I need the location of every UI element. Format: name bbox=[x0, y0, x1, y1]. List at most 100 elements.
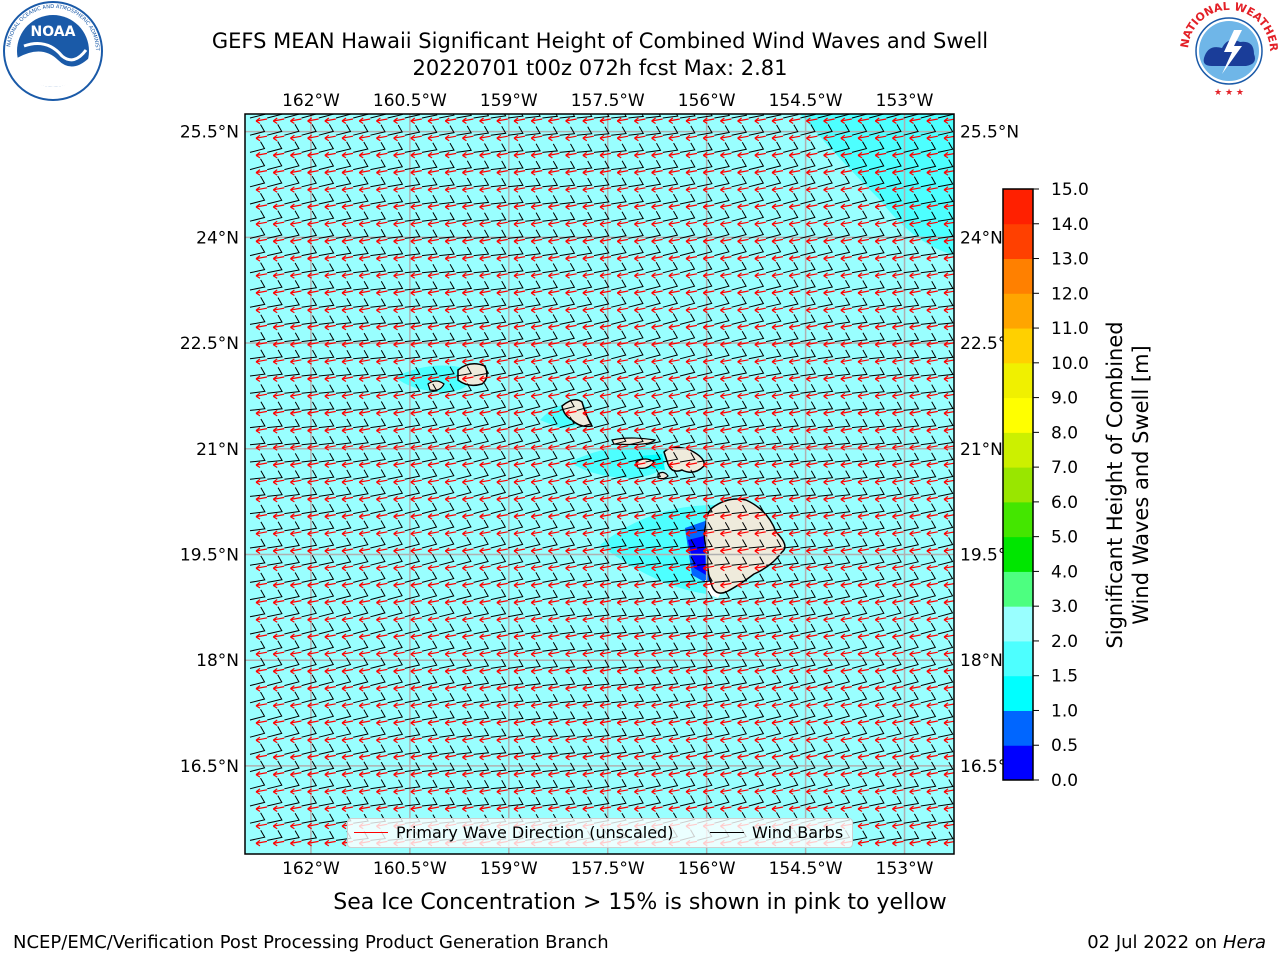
wave-direction-arrow bbox=[444, 547, 457, 555]
wave-direction-arrow bbox=[444, 530, 457, 537]
wave-direction-arrow bbox=[909, 409, 921, 417]
wave-direction-arrow bbox=[496, 169, 508, 176]
wave-direction-arrow bbox=[272, 564, 285, 572]
wave-direction-arrow bbox=[943, 495, 954, 503]
wave-direction-arrow bbox=[685, 667, 698, 675]
wave-direction-arrow bbox=[616, 134, 629, 142]
wave-direction-arrow bbox=[307, 289, 319, 297]
wave-direction-arrow bbox=[341, 427, 354, 434]
wave-direction-arrow bbox=[892, 564, 904, 572]
wave-direction-arrow bbox=[462, 805, 474, 813]
wave-direction-arrow bbox=[496, 306, 508, 314]
wave-direction-arrow bbox=[548, 375, 560, 383]
wave-direction-arrow bbox=[358, 237, 371, 245]
wave-direction-arrow bbox=[462, 788, 474, 795]
wave-direction-layer bbox=[255, 117, 954, 847]
wave-direction-arrow bbox=[754, 186, 766, 193]
wave-direction-arrow bbox=[616, 151, 629, 159]
wave-direction-arrow bbox=[926, 702, 938, 709]
wave-direction-arrow bbox=[926, 392, 938, 400]
wave-direction-arrow bbox=[685, 169, 698, 176]
wave-direction-arrow bbox=[634, 650, 646, 658]
wave-direction-arrow bbox=[582, 169, 594, 176]
wave-direction-arrow bbox=[255, 788, 268, 795]
wave-direction-arrow bbox=[754, 461, 766, 469]
wave-direction-arrow bbox=[668, 444, 680, 451]
wave-direction-arrow bbox=[754, 341, 766, 348]
wave-direction-arrow bbox=[857, 151, 870, 159]
wave-direction-arrow bbox=[599, 151, 612, 159]
wave-direction-arrow bbox=[530, 650, 543, 658]
wave-direction-arrow bbox=[909, 616, 921, 623]
wave-direction-arrow bbox=[754, 427, 766, 434]
wave-direction-arrow bbox=[926, 272, 938, 279]
wave-direction-arrow bbox=[771, 616, 784, 623]
wave-direction-arrow bbox=[754, 495, 766, 503]
wave-direction-arrow bbox=[823, 667, 835, 675]
wave-direction-arrow bbox=[324, 564, 336, 572]
wave-direction-arrow bbox=[358, 513, 371, 520]
wave-direction-arrow bbox=[668, 409, 680, 417]
wave-direction-arrow bbox=[427, 186, 440, 193]
wave-direction-arrow bbox=[358, 272, 371, 279]
colorbar-segment bbox=[1003, 258, 1033, 294]
wave-direction-arrow bbox=[272, 461, 285, 469]
lon-tick-top: 157.5°W bbox=[571, 91, 645, 111]
wave-direction-arrow bbox=[341, 134, 354, 142]
lat-tick-right: 24°N bbox=[960, 228, 1003, 248]
wave-direction-arrow bbox=[376, 667, 388, 675]
wave-direction-arrow bbox=[358, 358, 371, 365]
wave-direction-arrow bbox=[616, 237, 629, 245]
wave-direction-arrow bbox=[427, 117, 440, 125]
wave-direction-arrow bbox=[771, 375, 784, 383]
wave-direction-arrow bbox=[565, 736, 577, 744]
wave-direction-arrow bbox=[634, 289, 646, 297]
colorbar-segment bbox=[1003, 710, 1033, 746]
wave-direction-arrow bbox=[720, 306, 732, 314]
wave-direction-arrow bbox=[806, 564, 818, 572]
wave-direction-arrow bbox=[496, 581, 508, 589]
wave-direction-arrow bbox=[582, 341, 594, 348]
wave-direction-arrow bbox=[548, 495, 560, 503]
lat-tick-left: 24°N bbox=[196, 228, 239, 248]
wave-direction-arrow bbox=[462, 495, 474, 503]
wave-direction-arrow bbox=[324, 272, 336, 279]
wave-direction-arrow bbox=[462, 633, 474, 641]
wave-direction-arrow bbox=[376, 513, 388, 520]
wave-direction-arrow bbox=[341, 306, 354, 314]
wave-direction-arrow bbox=[926, 633, 938, 641]
wave-direction-arrow bbox=[668, 719, 680, 727]
wave-direction-arrow bbox=[651, 564, 663, 572]
wave-direction-arrow bbox=[548, 341, 560, 348]
wave-direction-arrow bbox=[909, 650, 921, 658]
wave-direction-arrow bbox=[290, 392, 302, 400]
wave-direction-arrow bbox=[788, 633, 801, 641]
wave-direction-arrow bbox=[651, 599, 663, 606]
wave-direction-arrow bbox=[272, 409, 285, 417]
wave-direction-arrow bbox=[444, 667, 457, 675]
wave-direction-arrow bbox=[307, 220, 319, 228]
wave-direction-arrow bbox=[410, 513, 422, 520]
wave-direction-arrow bbox=[840, 547, 852, 555]
wave-direction-arrow bbox=[462, 134, 474, 142]
wave-direction-arrow bbox=[926, 289, 938, 297]
wave-direction-arrow bbox=[376, 203, 388, 211]
wave-direction-arrow bbox=[290, 702, 302, 709]
wave-direction-arrow bbox=[341, 771, 354, 778]
wave-direction-arrow bbox=[840, 289, 852, 297]
wave-direction-arrow bbox=[599, 633, 612, 641]
wave-direction-arrow bbox=[874, 392, 887, 400]
wave-direction-arrow bbox=[634, 427, 646, 434]
wave-direction-arrow bbox=[702, 530, 715, 537]
wave-direction-arrow bbox=[272, 134, 285, 142]
wave-direction-arrow bbox=[255, 547, 268, 555]
colorbar-segment bbox=[1003, 293, 1033, 329]
wave-direction-arrow bbox=[410, 444, 422, 451]
wave-direction-arrow bbox=[685, 151, 698, 159]
wave-direction-arrow bbox=[599, 616, 612, 623]
wave-direction-arrow bbox=[823, 375, 835, 383]
wave-direction-arrow bbox=[255, 237, 268, 245]
wave-direction-arrow bbox=[857, 513, 870, 520]
wave-direction-arrow bbox=[685, 375, 698, 383]
wave-direction-arrow bbox=[668, 581, 680, 589]
